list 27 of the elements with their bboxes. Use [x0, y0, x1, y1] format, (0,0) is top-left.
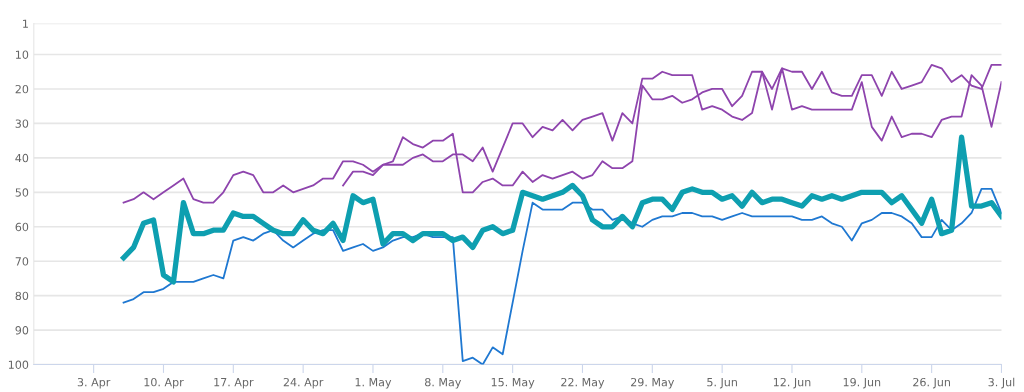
x-tick-label: 19. Jun — [843, 377, 881, 389]
y-tick-label: 50 — [15, 188, 29, 197]
x-tick-label: 12. Jun — [773, 377, 811, 389]
x-tick-label: 3. Apr — [77, 377, 111, 389]
x-tick-label: 24. Apr — [283, 377, 324, 389]
y-tick-label: 1 — [23, 19, 28, 28]
x-tick-label: 10. Apr — [144, 377, 184, 389]
x-tick-label: 17. Apr — [214, 378, 254, 389]
x-tick-label: 15. May — [491, 378, 535, 389]
y-tick-label: 90 — [15, 326, 29, 335]
y-tick-label: 70 — [15, 257, 29, 266]
x-tick-label: 3. Jul — [988, 377, 1015, 389]
y-tick-label: 80 — [15, 291, 29, 301]
y-tick-label: 20 — [15, 84, 29, 94]
x-tick-label: 26. Jun — [913, 377, 950, 389]
y-tick-label: 30 — [15, 119, 29, 128]
x-tick-label: 22. May — [561, 377, 605, 389]
y-tick-label: 40 — [15, 153, 29, 163]
y-tick-label: 60 — [15, 222, 29, 232]
line-series — [122, 63, 1002, 204]
y-tick-label: 10 — [16, 50, 29, 59]
y-tick-label: 100 — [8, 360, 29, 369]
x-tick-label: 29. May — [631, 377, 675, 389]
x-tick-label: 5. Jun — [707, 378, 737, 389]
x-tick-label: 8. May — [425, 377, 462, 389]
x-tick-label: 1. May — [355, 378, 392, 389]
line-series — [122, 187, 1002, 365]
